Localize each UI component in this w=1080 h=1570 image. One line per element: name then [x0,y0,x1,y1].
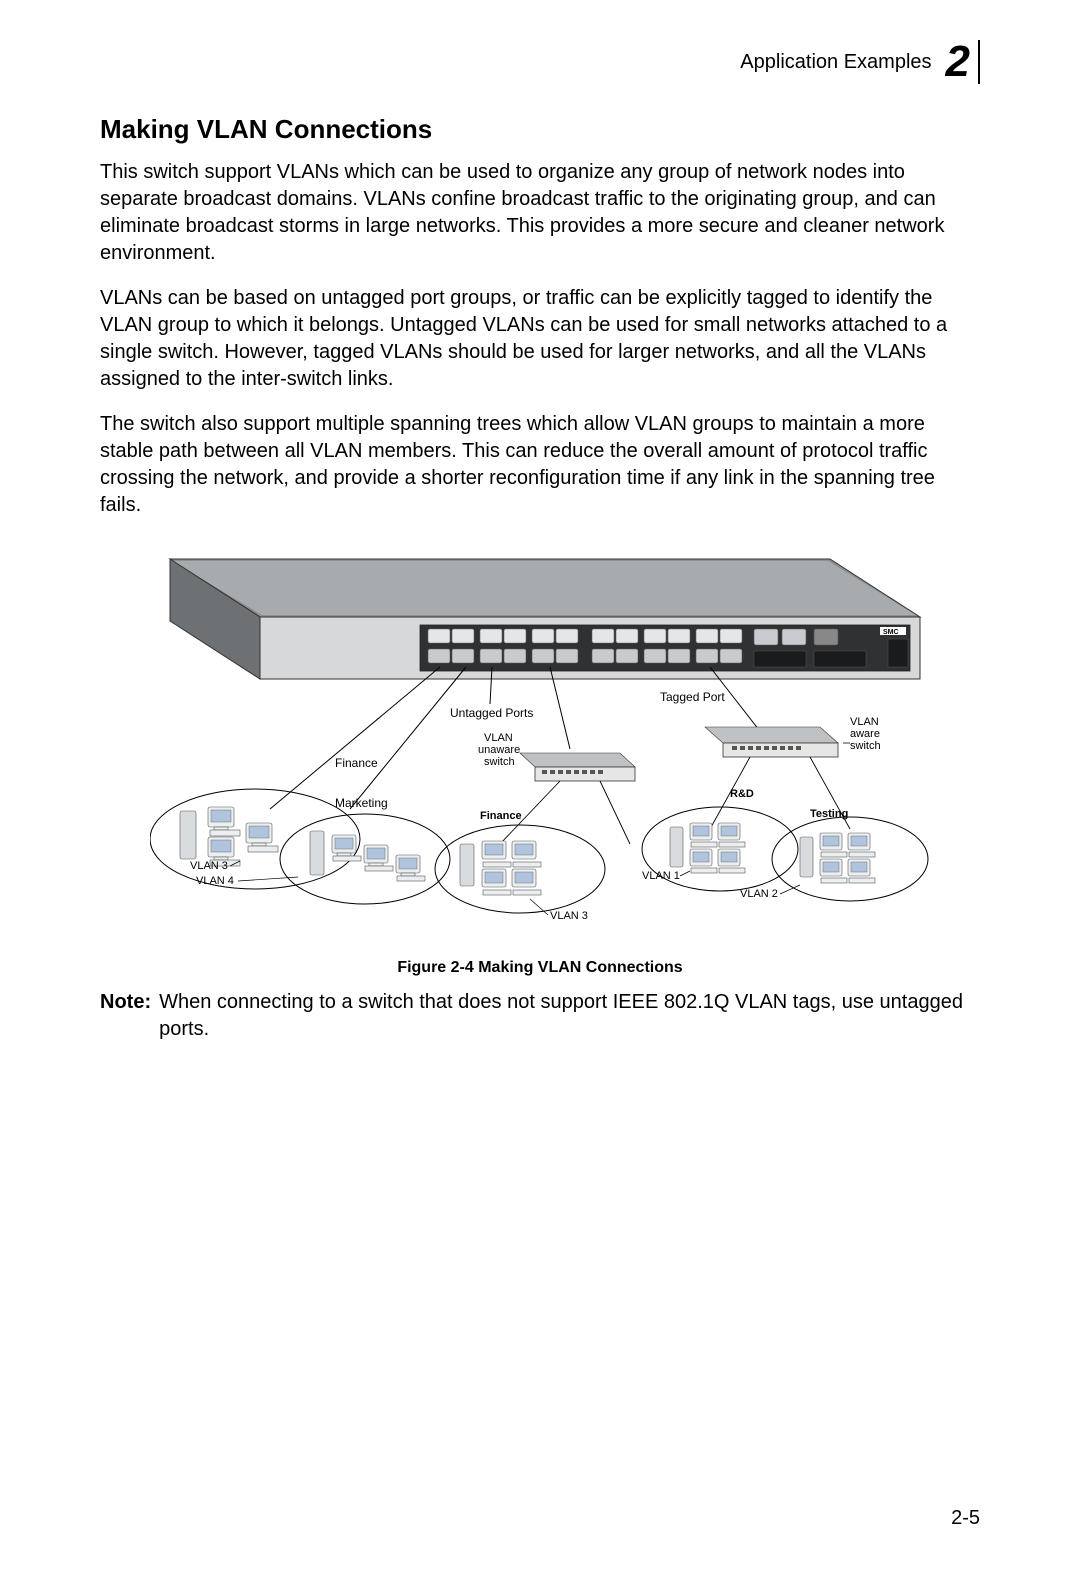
label-vlan3b: VLAN 3 [550,910,588,922]
page-header: Application Examples 2 [100,40,980,84]
label-vlan-unaware-1: VLAN [484,732,513,744]
label-finance: Finance [335,756,378,770]
vlan-unaware-switch: VLAN unaware switch [478,732,635,781]
paragraph-1: This switch support VLANs which can be u… [100,159,980,267]
label-vlan1: VLAN 1 [642,870,680,882]
label-finance2: Finance [480,810,522,822]
label-untagged-ports: Untagged Ports [450,706,533,720]
label-vlan-aware-3: switch [850,740,881,752]
main-switch: SMC [170,559,920,679]
page-number: 2-5 [951,1507,980,1530]
label-rd: R&D [730,788,754,800]
label-vlan3: VLAN 3 [190,860,228,872]
section-title: Making VLAN Connections [100,114,980,145]
group-rd: R&D VLAN 1 [642,788,798,891]
paragraph-2: VLANs can be based on untagged port grou… [100,285,980,393]
label-vlan-unaware-3: switch [484,756,515,768]
label-vlan2: VLAN 2 [740,888,778,900]
vlan-aware-switch: VLAN aware switch [705,716,881,757]
note-text: When connecting to a switch that does no… [159,989,980,1043]
header-section-label: Application Examples [740,51,931,74]
paragraph-3: The switch also support multiple spannin… [100,411,980,519]
figure-caption: Figure 2-4 Making VLAN Connections [100,959,980,977]
chapter-number-badge: 2 [946,40,980,84]
connection-lines [270,667,770,809]
brand-label: SMC [883,629,899,636]
label-tagged-port: Tagged Port [660,690,725,704]
note-row: Note: When connecting to a switch that d… [100,989,980,1043]
label-testing: Testing [810,808,848,820]
label-vlan-aware-2: aware [850,728,880,740]
label-vlan4: VLAN 4 [196,875,234,887]
figure-vlan-connections: SMC [100,549,980,949]
label-marketing: Marketing [335,796,388,810]
label-vlan-unaware-2: unaware [478,744,520,756]
group-finance-center: Finance VLAN 3 [435,810,605,922]
vlan-diagram-svg: SMC [150,549,930,949]
group-testing: Testing VLAN 2 [740,808,928,901]
label-vlan-aware-1: VLAN [850,716,879,728]
group-finance-left: Finance VLAN 3 [150,756,378,889]
note-label: Note: [100,989,151,1043]
